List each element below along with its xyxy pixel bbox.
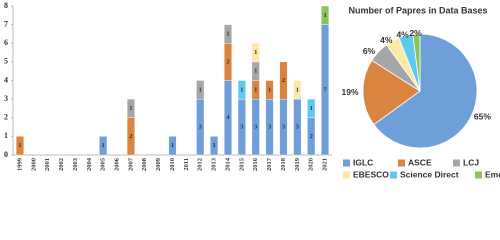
segment-label: 1 — [226, 30, 229, 37]
bar-segment — [99, 136, 108, 156]
x-tick-label: 1999 — [16, 157, 23, 171]
x-tick-label: 2007 — [127, 157, 134, 171]
slice-label: 4% — [396, 30, 409, 40]
legend-label: Science Direct — [400, 169, 459, 179]
segment-label: 1 — [102, 142, 105, 149]
x-tick-label: 2008 — [141, 157, 148, 171]
legend-label: Emerald — [485, 169, 500, 179]
legend-label: EBESCO — [353, 169, 389, 179]
slice-label: 65% — [474, 111, 491, 121]
segment-label: 3 — [199, 124, 203, 131]
segment-label: 1 — [254, 49, 257, 56]
segment-label: 4 — [226, 114, 230, 121]
x-tick-label: 2013 — [211, 157, 218, 171]
slice-label: 19% — [342, 87, 359, 97]
pie-slice — [373, 33, 478, 149]
x-tick-label: 2006 — [114, 157, 121, 171]
y-tick-label: 5 — [4, 57, 8, 66]
y-tick-label: 2 — [4, 113, 8, 122]
x-tick-label: 2014 — [224, 157, 231, 171]
bar-segment — [251, 43, 260, 63]
segment-label: 1 — [310, 105, 313, 112]
segment-label: 1 — [199, 86, 202, 93]
segment-label: 2 — [282, 77, 285, 84]
segment-label: 3 — [282, 124, 286, 131]
chart: Number of Papres in Data Bases 0 1 2 3 4 5 6 7 8… — [4, 1, 500, 179]
x-tick-label: 2016 — [252, 157, 259, 171]
segment-label: 1 — [296, 86, 299, 93]
bar-segment — [279, 61, 288, 100]
y-tick-label: 3 — [4, 94, 8, 103]
x-tick-label: 2015 — [238, 157, 245, 171]
x-tick-label: 2009 — [155, 157, 162, 171]
x-tick-label: 2001 — [44, 158, 51, 171]
x-tick-label: 2002 — [58, 158, 65, 171]
x-tick-label: 2005 — [100, 157, 107, 171]
slice-label: 2% — [409, 28, 422, 38]
legend-label: LCJ — [463, 157, 479, 167]
bar-segment — [293, 80, 302, 100]
legend-swatch — [343, 159, 350, 167]
bar-segment — [126, 98, 135, 118]
legend-label: ASCE — [408, 157, 432, 167]
bar-segment — [307, 98, 316, 118]
segment-label: 3 — [296, 124, 300, 131]
legend-swatch — [343, 171, 350, 179]
bar-segment — [223, 24, 232, 44]
bar-segment — [210, 136, 219, 156]
segment-label: 1 — [254, 68, 257, 75]
y-tick-label: 8 — [4, 1, 8, 10]
segment-label: 3 — [240, 124, 244, 131]
y-tick-label: 7 — [4, 19, 8, 28]
segment-label: 1 — [254, 86, 257, 93]
legend-swatch — [453, 159, 460, 167]
legend-label: IGLC — [353, 157, 373, 167]
x-tick-label: 2011 — [183, 158, 190, 171]
segment-label: 7 — [323, 86, 327, 93]
bar-segment — [15, 136, 24, 156]
segment-label: 2 — [226, 58, 229, 65]
bar-segment — [321, 5, 330, 25]
bar-segment — [168, 136, 177, 156]
segment-label: 3 — [268, 124, 272, 131]
legend-swatch — [398, 159, 405, 167]
segment-label: 1 — [129, 105, 132, 112]
slice-label: 6% — [363, 46, 376, 56]
x-tick-label: 2004 — [86, 157, 93, 171]
segment-label: 1 — [268, 86, 271, 93]
y-tick-label: 4 — [4, 75, 8, 84]
x-tick-label: 2012 — [197, 158, 204, 171]
y-tick-label: 6 — [4, 38, 8, 47]
y-tick-label: 1 — [4, 131, 8, 140]
x-tick-label: 2020 — [308, 158, 315, 171]
segment-label: 2 — [129, 133, 132, 140]
x-tick-label: 2000 — [30, 158, 37, 171]
pie-slice — [412, 33, 421, 92]
segment-label: 1 — [171, 142, 174, 149]
segment-label: 1 — [212, 142, 215, 149]
x-tick-label: 2018 — [280, 157, 287, 171]
segment-label: 1 — [323, 12, 326, 19]
segment-label: 3 — [254, 124, 258, 131]
bar-segment — [265, 80, 274, 100]
pie-slice — [362, 59, 421, 126]
bar-segment — [196, 80, 205, 100]
pie-title: Number of Papres in Data Bases — [348, 5, 487, 15]
legend-swatch — [390, 171, 397, 179]
x-tick-label: 2019 — [294, 157, 301, 171]
bar-segment — [237, 80, 246, 100]
segment-label: 1 — [240, 86, 243, 93]
x-tick-label: 2017 — [266, 157, 273, 171]
x-tick-label: 2021 — [322, 158, 329, 171]
y-tick-label: 0 — [4, 150, 8, 159]
slice-label: 4% — [380, 35, 393, 45]
x-tick-label: 2010 — [169, 158, 176, 171]
legend-swatch — [475, 171, 482, 179]
x-tick-label: 2003 — [72, 157, 79, 171]
segment-label: 2 — [310, 133, 313, 140]
segment-label: 1 — [18, 142, 21, 149]
